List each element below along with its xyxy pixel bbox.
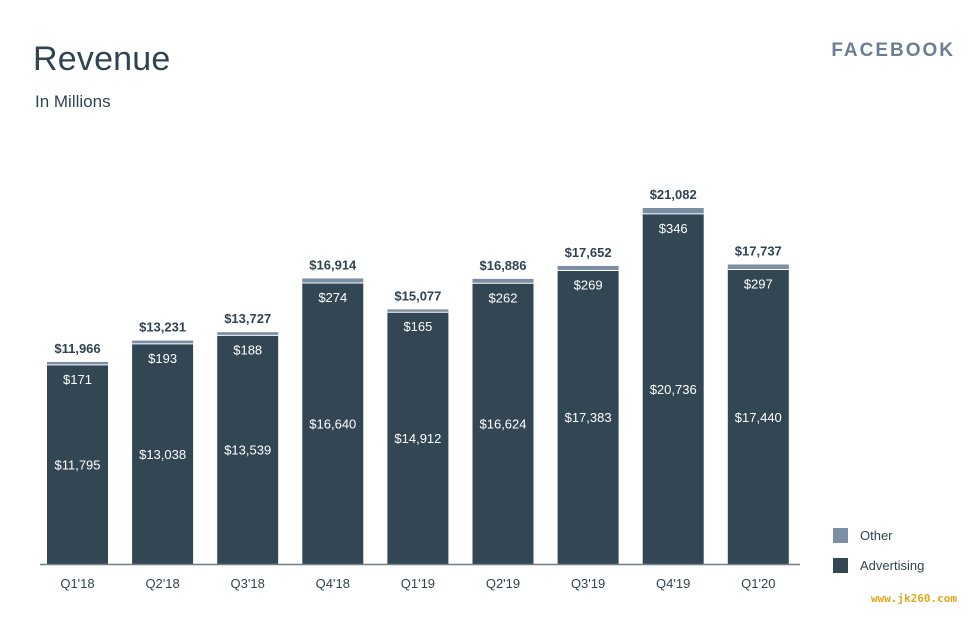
bar-advertising (302, 283, 364, 564)
data-label-total: $16,886 (480, 258, 527, 273)
bar-other (557, 265, 619, 271)
bar-advertising (217, 335, 279, 564)
x-tick-label: Q2'18 (145, 576, 179, 591)
data-label-other: $262 (489, 290, 518, 305)
data-label-other: $188 (233, 342, 262, 357)
bar-advertising (387, 312, 449, 564)
data-label-total: $17,652 (565, 245, 612, 260)
bar-other (387, 309, 449, 313)
x-tick-label: Q3'18 (231, 576, 265, 591)
x-tick-label: Q4'18 (316, 576, 350, 591)
data-label-other: $171 (63, 372, 92, 387)
data-label-other: $165 (403, 319, 432, 334)
bar-other (217, 332, 279, 336)
legend-swatch-other (833, 527, 848, 543)
page-title: Revenue (33, 40, 171, 78)
legend-item-other: Other (833, 520, 924, 550)
data-label-total: $16,914 (309, 257, 357, 272)
bar-advertising (47, 364, 108, 564)
legend-label-other: Other (860, 527, 893, 543)
data-label-other: $269 (574, 277, 603, 292)
data-label-advertising: $13,038 (139, 447, 186, 462)
legend-swatch-advertising (833, 557, 848, 573)
data-label-total: $17,737 (735, 243, 782, 258)
brand-logo: FACEBOOK (831, 40, 955, 61)
x-tick-label: Q1'20 (741, 576, 775, 591)
x-tick-label: Q2'19 (486, 576, 520, 591)
bar-advertising (472, 283, 534, 564)
bar-other (302, 278, 364, 284)
data-label-advertising: $14,912 (394, 431, 441, 446)
bar-advertising (557, 270, 619, 564)
data-label-other: $297 (744, 277, 773, 292)
page-subtitle: In Millions (35, 92, 111, 111)
bar-other (642, 208, 704, 214)
data-label-total: $21,082 (650, 187, 697, 202)
data-label-advertising: $16,640 (309, 417, 356, 432)
legend-label-advertising: Advertising (860, 557, 925, 573)
data-label-advertising: $16,624 (480, 417, 527, 432)
bar-other (727, 264, 789, 270)
data-label-total: $15,077 (394, 288, 441, 303)
data-label-total: $11,966 (54, 341, 100, 356)
bar-other (132, 340, 194, 344)
x-tick-label: Q4'19 (656, 576, 690, 591)
data-label-total: $13,231 (139, 320, 186, 335)
data-label-other: $193 (148, 351, 177, 366)
bar-other (472, 278, 534, 284)
bar-advertising (727, 269, 789, 564)
x-tick-label: Q1'19 (401, 576, 435, 591)
bar-other (47, 361, 108, 365)
data-label-advertising: $20,736 (650, 382, 697, 397)
data-label-total: $13,727 (224, 311, 271, 326)
data-label-advertising: $17,440 (735, 410, 782, 425)
watermark: www.jk260.com (870, 592, 957, 605)
legend-item-advertising: Advertising (833, 550, 924, 580)
x-tick-label: Q1'18 (60, 576, 94, 591)
data-label-other: $346 (659, 221, 688, 236)
data-label-advertising: $13,539 (224, 443, 271, 458)
bar-advertising (132, 343, 194, 564)
bar-advertising (642, 213, 704, 564)
x-tick-label: Q3'19 (571, 576, 605, 591)
data-label-advertising: $11,795 (54, 457, 100, 472)
data-label-advertising: $17,383 (565, 410, 612, 425)
chart-legend: Other Advertising (833, 520, 924, 580)
data-label-other: $274 (318, 290, 347, 305)
